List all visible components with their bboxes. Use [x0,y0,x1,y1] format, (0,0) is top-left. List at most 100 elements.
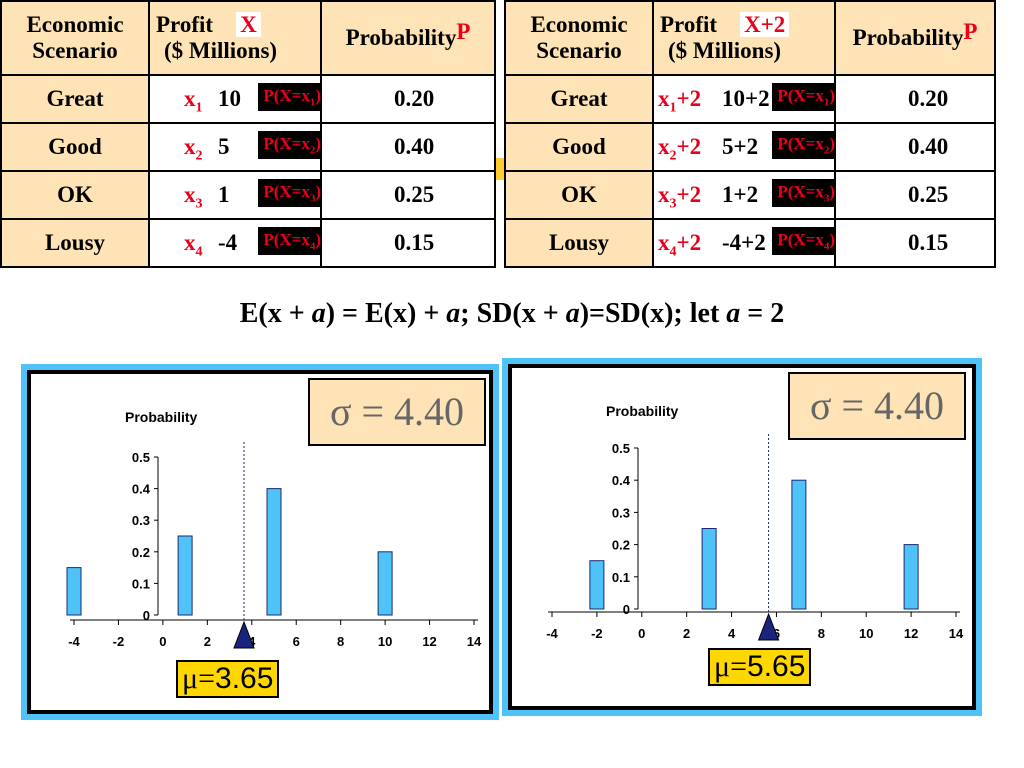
y-axis-label: Probability [606,403,679,419]
probability-notation-box: P(X=x2) [772,131,840,160]
profit-cell: x1 10 P(X=x1) [148,74,326,124]
table-row: Good x2+2 5+2 P(X=x2) 0.40 [504,122,996,172]
scenario-cell: Good [0,122,150,172]
y-tick-label: 0.3 [612,505,630,520]
x-tick-label: 8 [818,626,825,641]
header-profit: Profit X+2 ($ Millions) [652,0,836,76]
table-left: Economic Scenario Profit X ($ Millions) … [0,0,496,268]
table-right: Economic Scenario Profit X+2 ($ Millions… [504,0,996,268]
profit-value: 5 [218,134,230,159]
x-variable-label: x2+2 [658,134,702,164]
table-row: Good x2 5 P(X=x2) 0.40 [0,122,496,172]
scenario-cell: Good [504,122,654,172]
probability-notation-box: P(X=x1) [258,83,326,112]
x-tick-label: 10 [859,626,873,641]
x-variable-label: x3 [184,182,203,212]
probability-value: 0.15 [908,230,949,255]
x-tick-label: -4 [546,626,558,641]
probability-value: 0.25 [908,182,949,207]
x-tick-label: 12 [422,634,436,649]
probability-cell: 0.15 [320,218,496,268]
chart-right: Probability00.10.20.30.40.5-4-2024681012… [546,403,964,641]
probability-cell: 0.25 [834,170,996,220]
probability-value: 0.20 [394,86,435,111]
profit-value: 5+2 [722,134,759,159]
bar [177,535,193,616]
table-row: OK x3+2 1+2 P(X=x3) 0.25 [504,170,996,220]
y-tick-label: 0 [623,602,630,617]
scenario-cell: Lousy [504,218,654,268]
y-tick-label: 0.5 [612,441,630,456]
profit-value: -4+2 [722,230,766,255]
y-tick-label: 0.5 [132,450,150,465]
probability-value: 0.25 [394,182,435,207]
y-tick-label: 0.3 [132,513,150,528]
probability-cell: 0.40 [320,122,496,172]
formula-text: E(x + a) = E(x) + a; SD(x + a)=SD(x); le… [239,298,785,329]
header-probability: ProbabilityP [320,0,496,76]
profit-value: 10+2 [722,86,770,111]
header-scenario: Economic Scenario [0,0,150,76]
header-probability: ProbabilityP [834,0,996,76]
profit-value: 1+2 [722,182,759,207]
bar [701,528,717,610]
probability-value: 0.40 [908,134,949,159]
probability-value: 0.20 [908,86,949,111]
probability-cell: 0.40 [834,122,996,172]
probability-notation-box: P(X=x4) [772,227,840,256]
divider-marker [496,158,504,180]
scenario-cell: Lousy [0,218,150,268]
probability-notation-box: P(X=x3) [258,179,326,208]
x-tick-label: 12 [904,626,918,641]
y-tick-label: 0 [143,608,150,623]
y-tick-label: 0.2 [132,545,150,560]
scenario-cell: OK [0,170,150,220]
probability-cell: 0.25 [320,170,496,220]
x-tick-label: -4 [68,634,80,649]
table-header: Economic Scenario Profit X+2 ($ Millions… [504,0,996,76]
bar [266,488,282,616]
probability-notation-box: P(X=x3) [772,179,840,208]
probability-notation-box: P(X=x4) [258,227,326,256]
mean-marker-triangle [233,620,255,649]
x-tick-label: 14 [949,626,964,641]
profit-var-label: X [236,12,261,37]
x-tick-label: 4 [728,626,736,641]
y-tick-label: 0.4 [612,473,631,488]
y-tick-label: 0.1 [612,570,630,585]
x-tick-label: -2 [591,626,603,641]
x-tick-label: -2 [113,634,125,649]
bar [791,479,807,610]
probability-cell: 0.20 [834,74,996,124]
x-tick-label: 0 [638,626,645,641]
profit-cell: x2+2 5+2 P(X=x2) [652,122,840,172]
profit-value: 10 [218,86,241,111]
header-scenario: Economic Scenario [504,0,654,76]
table-row: Lousy x4 -4 P(X=x4) 0.15 [0,218,496,268]
x-variable-label: x2 [184,134,203,164]
sigma-label-right: σ = 4.40 [788,372,966,440]
x-tick-label: 14 [467,634,482,649]
profit-cell: x4+2 -4+2 P(X=x4) [652,218,840,268]
profit-var-label: X+2 [740,12,790,37]
x-tick-label: 2 [204,634,211,649]
sigma-label-left: σ = 4.40 [308,378,486,446]
profit-value: 1 [218,182,230,207]
mu-label-left: μ=3.65 [176,660,280,698]
bar [589,560,605,610]
table-row: Lousy x4+2 -4+2 P(X=x4) 0.15 [504,218,996,268]
profit-cell: x4 -4 P(X=x4) [148,218,326,268]
x-variable-label: x4+2 [658,230,702,260]
bar [903,544,919,610]
table-row: Great x1+2 10+2 P(X=x1) 0.20 [504,74,996,124]
x-tick-label: 2 [683,626,690,641]
y-axis-label: Probability [125,409,198,425]
x-variable-label: x3+2 [658,182,702,212]
profit-cell: x2 5 P(X=x2) [148,122,326,172]
table-row: OK x3 1 P(X=x3) 0.25 [0,170,496,220]
scenario-cell: Great [0,74,150,124]
profit-cell: x3+2 1+2 P(X=x3) [652,170,840,220]
scenario-cell: OK [504,170,654,220]
x-variable-label: x4 [184,230,203,260]
x-tick-label: 4 [248,634,256,649]
